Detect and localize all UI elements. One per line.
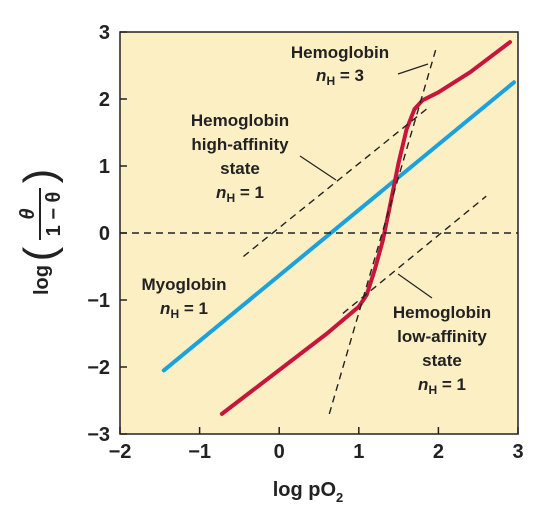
hb-high-leader: [299, 155, 337, 181]
hb-high-title: Hemoglobin: [191, 111, 289, 130]
hb-low-eq: nH = 1: [418, 375, 466, 397]
series-myoglobin-line: [161, 80, 516, 373]
hb-low-sub: H: [428, 383, 437, 397]
y-tick-label: 1: [99, 156, 110, 178]
mb-title: Myoglobin: [142, 275, 227, 294]
y-tick-label: −2: [87, 357, 110, 379]
x-axis-label-main: log pO: [273, 479, 336, 501]
hb-high-line3: state: [220, 159, 260, 178]
series-hemoglobin-nh-3-line: [328, 48, 437, 415]
x-tick-label: 3: [512, 441, 523, 463]
x-tick-label: 2: [433, 441, 444, 463]
hb-high-sub: H: [226, 191, 235, 205]
y-tick-label: −1: [87, 290, 110, 312]
series-layer: [120, 40, 518, 416]
x-axis-label: log pO2: [273, 479, 344, 505]
hb-high-line2: high-affinity: [191, 135, 289, 154]
hb-nh3-n: n: [316, 66, 326, 85]
x-tick-label: 1: [353, 441, 364, 463]
series-hemoglobin-high-affinity-state-line: [242, 108, 427, 258]
hb-low-line2: low-affinity: [397, 327, 487, 346]
hb-low-line3: state: [422, 351, 462, 370]
y-tick-label: 2: [99, 89, 110, 111]
hb-nh3-eq: nH = 3: [316, 66, 364, 88]
hb-nh3-title: Hemoglobin: [291, 43, 389, 62]
hb-low-title: Hemoglobin: [393, 303, 491, 322]
mb-val: = 1: [179, 299, 208, 318]
y-axis-left-paren: (: [15, 246, 64, 261]
hb-high-val: = 1: [235, 183, 264, 202]
hb-low-leader: [397, 273, 433, 299]
series-hemoglobin-low-affinity-state-line: [342, 195, 487, 314]
x-axis-label-sub: 2: [336, 490, 343, 505]
x-tick-label: −2: [109, 441, 132, 463]
mb-sub: H: [170, 307, 179, 321]
mb-n: n: [160, 299, 170, 318]
hb-nh3-val: = 3: [335, 66, 364, 85]
x-tick-label: −1: [188, 441, 211, 463]
hb-high-eq: nH = 1: [216, 183, 264, 205]
y-tick-label: −3: [87, 424, 110, 446]
y-axis-right-paren: ): [15, 169, 64, 184]
hb-low-n: n: [418, 375, 428, 394]
series-hemoglobin-line: [219, 40, 512, 416]
y-axis-label-log: log: [31, 265, 53, 295]
y-tick-label: 3: [99, 22, 110, 44]
mb-eq: nH = 1: [160, 299, 208, 321]
hb-high-n: n: [216, 183, 226, 202]
x-tick-label: 0: [274, 441, 285, 463]
y-tick-label: 0: [99, 223, 110, 245]
y-axis-label: log ( θ 1 − θ ): [15, 169, 65, 295]
y-axis-label-numerator: θ: [17, 208, 39, 219]
hb-nh3-leader: [397, 63, 429, 75]
hb-nh3-sub: H: [326, 74, 335, 88]
hb-low-val: = 1: [437, 375, 466, 394]
y-axis-label-denominator: 1 − θ: [43, 192, 65, 237]
